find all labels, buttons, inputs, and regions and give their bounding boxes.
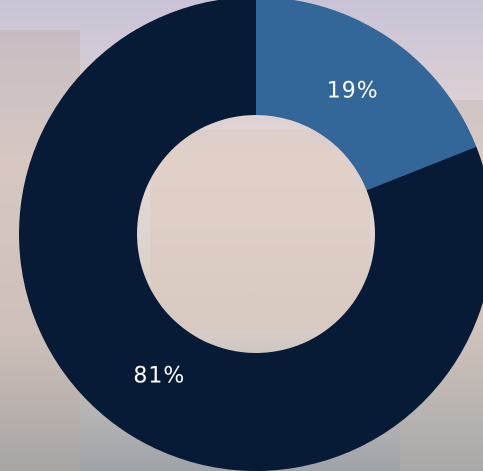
- chart: 19% 81%: [0, 0, 483, 471]
- page: 19%81% (() => { const data = JSON.parse(…: [0, 0, 483, 471]
- data-label: 19%: [327, 79, 379, 104]
- data-label: 81%: [133, 363, 185, 388]
